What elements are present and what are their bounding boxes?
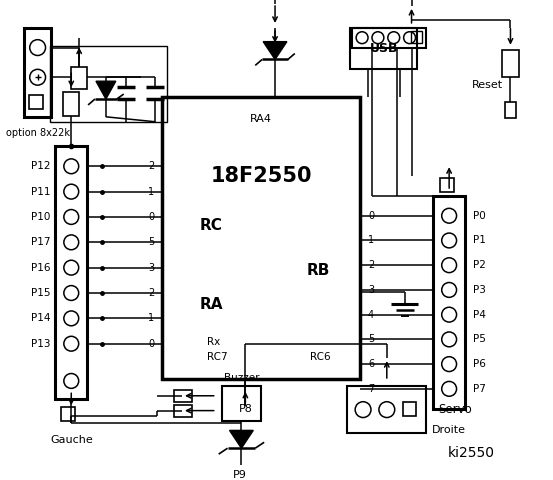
- Text: P5: P5: [473, 335, 486, 344]
- Polygon shape: [229, 431, 253, 448]
- Text: P3: P3: [473, 285, 486, 295]
- Text: 0: 0: [148, 212, 154, 222]
- Circle shape: [64, 311, 79, 326]
- Text: 3: 3: [368, 285, 374, 295]
- Bar: [162, 97, 360, 379]
- Text: 7: 7: [368, 384, 374, 394]
- Text: P14: P14: [31, 313, 50, 324]
- Circle shape: [442, 382, 457, 396]
- Text: 18F2550: 18F2550: [211, 166, 312, 186]
- Circle shape: [64, 336, 79, 351]
- Text: P11: P11: [31, 187, 50, 197]
- Bar: [222, 386, 261, 420]
- Text: P16: P16: [31, 263, 50, 273]
- Text: Reset: Reset: [471, 80, 503, 90]
- Circle shape: [442, 357, 457, 372]
- Text: P13: P13: [31, 339, 50, 348]
- Text: Gauche: Gauche: [50, 435, 93, 445]
- Circle shape: [442, 283, 457, 297]
- Text: Droite: Droite: [432, 425, 466, 435]
- Text: 3: 3: [148, 263, 154, 273]
- Circle shape: [404, 32, 415, 44]
- Text: RA4: RA4: [250, 114, 272, 124]
- Text: RB: RB: [307, 263, 331, 277]
- Bar: [410, 31, 422, 43]
- Circle shape: [388, 32, 400, 44]
- Circle shape: [64, 260, 79, 275]
- Text: P0: P0: [473, 211, 486, 221]
- Bar: [50, 46, 167, 122]
- Text: P7: P7: [473, 384, 486, 394]
- Circle shape: [372, 32, 384, 44]
- Circle shape: [442, 233, 457, 248]
- Bar: [347, 386, 426, 433]
- Bar: [350, 28, 418, 69]
- Text: P15: P15: [31, 288, 50, 298]
- Circle shape: [355, 402, 371, 418]
- Bar: [71, 67, 87, 89]
- Bar: [61, 407, 75, 420]
- Circle shape: [64, 184, 79, 199]
- Text: P9: P9: [232, 470, 247, 480]
- Circle shape: [442, 307, 457, 322]
- Text: P4: P4: [473, 310, 486, 320]
- Text: 4: 4: [368, 310, 374, 320]
- Text: option 8x22k: option 8x22k: [6, 128, 70, 138]
- Bar: [352, 28, 426, 48]
- Polygon shape: [96, 81, 116, 99]
- Bar: [174, 390, 192, 402]
- Text: 2: 2: [148, 288, 154, 298]
- Circle shape: [356, 32, 368, 44]
- Circle shape: [64, 286, 79, 300]
- Text: P10: P10: [31, 212, 50, 222]
- Text: Servo: Servo: [439, 403, 472, 416]
- Bar: [24, 28, 51, 117]
- Text: P17: P17: [31, 237, 50, 247]
- Circle shape: [442, 208, 457, 223]
- Text: 1: 1: [368, 236, 374, 245]
- Polygon shape: [263, 42, 287, 60]
- Text: 5: 5: [368, 335, 374, 344]
- Circle shape: [442, 258, 457, 273]
- Text: RC7: RC7: [207, 352, 227, 362]
- Text: 5: 5: [148, 237, 154, 247]
- Text: 0: 0: [148, 339, 154, 348]
- Bar: [434, 196, 465, 408]
- Text: ki2550: ki2550: [447, 446, 494, 460]
- Circle shape: [379, 402, 395, 418]
- Text: P1: P1: [473, 236, 486, 245]
- Circle shape: [30, 40, 45, 56]
- Text: 0: 0: [368, 211, 374, 221]
- Text: P2: P2: [473, 260, 486, 270]
- Circle shape: [442, 332, 457, 347]
- Text: Buzzer: Buzzer: [223, 373, 259, 383]
- Bar: [502, 49, 519, 77]
- Text: RA: RA: [200, 297, 223, 312]
- Text: 2: 2: [148, 161, 154, 171]
- Circle shape: [64, 373, 79, 388]
- Circle shape: [64, 235, 79, 250]
- Text: P8: P8: [238, 404, 252, 414]
- Text: 2: 2: [368, 260, 374, 270]
- Bar: [29, 95, 43, 109]
- Text: USB: USB: [369, 42, 398, 55]
- Circle shape: [30, 69, 45, 85]
- Text: 1: 1: [148, 187, 154, 197]
- Bar: [504, 102, 517, 118]
- Text: RC6: RC6: [310, 352, 331, 362]
- Text: 6: 6: [368, 359, 374, 369]
- Text: RC: RC: [200, 218, 223, 233]
- Circle shape: [64, 159, 79, 174]
- Bar: [55, 146, 87, 399]
- Text: P12: P12: [31, 161, 50, 171]
- Text: Rx: Rx: [207, 337, 220, 348]
- Bar: [403, 402, 416, 416]
- Bar: [64, 92, 79, 116]
- Bar: [174, 405, 192, 417]
- Bar: [440, 178, 454, 192]
- Circle shape: [64, 210, 79, 224]
- Text: 1: 1: [148, 313, 154, 324]
- Text: P6: P6: [473, 359, 486, 369]
